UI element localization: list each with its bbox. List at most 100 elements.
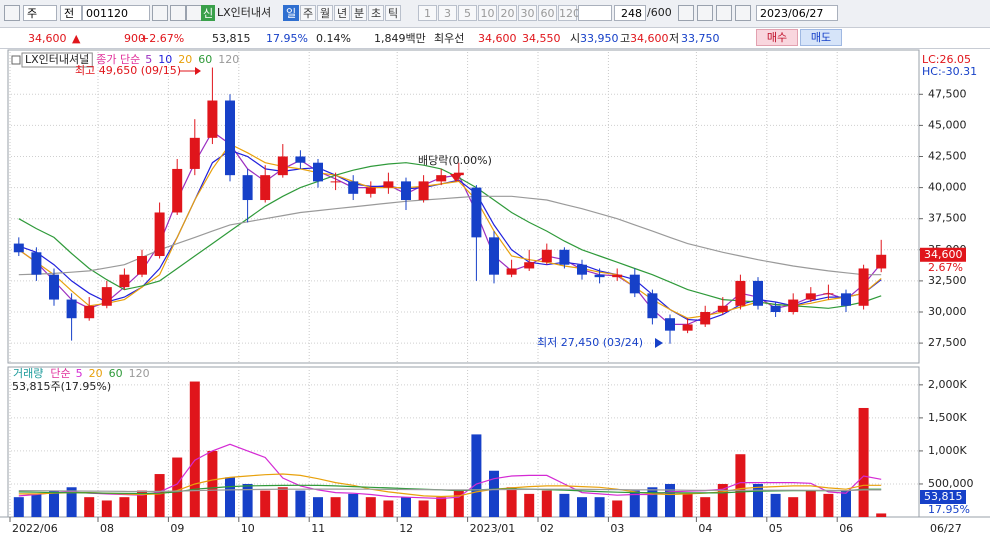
volume-bar <box>594 497 605 517</box>
candle-body <box>735 280 746 306</box>
toolbar-button[interactable]: 60 <box>538 5 557 21</box>
sell-button[interactable]: 매도 <box>800 29 842 46</box>
x-tick-label: 06 <box>839 522 853 535</box>
candle-body <box>436 175 447 182</box>
price-badge-label: 34,600 <box>924 248 963 261</box>
annotation-high: 최고 49,650 (09/15) <box>75 64 181 77</box>
scope-select[interactable]: 전 <box>60 5 82 21</box>
candle-body <box>841 293 851 306</box>
open-label: 시 <box>570 32 581 45</box>
bid: 34,550 <box>522 32 561 45</box>
x-tick-label: 04 <box>698 522 712 535</box>
market-select[interactable]: 주 <box>23 5 57 21</box>
toolbar-button[interactable]: 20 <box>498 5 517 21</box>
legend-entry: 120 <box>129 367 150 380</box>
volume-bar <box>647 487 658 517</box>
volume-bar <box>682 493 693 517</box>
candle-body <box>665 318 675 331</box>
candle-body <box>313 162 323 182</box>
legend-entry: 60 <box>198 53 212 66</box>
code-input[interactable]: 001120 <box>82 5 150 21</box>
toolbar-button[interactable]: 10 <box>478 5 497 21</box>
search-icon[interactable] <box>152 5 168 21</box>
high-label: 고 <box>620 32 631 45</box>
annotation-dividend: 배당락(0.00%) <box>418 154 492 167</box>
legend-title: LX인터내셔널 <box>25 53 89 66</box>
toolbar-button[interactable]: 1 <box>418 5 437 21</box>
sound-icon[interactable] <box>170 5 186 21</box>
tool-icon[interactable] <box>678 5 694 21</box>
volume-bar <box>119 497 130 517</box>
toolbar-button[interactable]: 년 <box>334 5 350 21</box>
x-tick-label: 02 <box>540 522 554 535</box>
candle-body <box>594 274 605 278</box>
toolbar-button[interactable]: 5 <box>458 5 477 21</box>
volume-bar <box>471 434 482 517</box>
volume-bar <box>788 497 799 517</box>
toolbar-button[interactable]: 120 <box>558 5 580 21</box>
volume-bar <box>841 490 851 517</box>
y-tick-label: 47,500 <box>928 87 967 100</box>
toolbar-button[interactable]: 월 <box>317 5 333 21</box>
candle-body <box>788 299 799 312</box>
legend-entry: 20 <box>89 367 103 380</box>
candle-body <box>489 237 499 275</box>
legend-prefix: 단순 <box>50 367 70 380</box>
volume-bar <box>189 381 200 517</box>
count-select[interactable] <box>578 5 612 21</box>
legend-icon <box>11 55 21 65</box>
candle-body <box>31 252 42 275</box>
volume-bar <box>277 487 288 517</box>
candle-body <box>770 305 781 312</box>
candle-body <box>119 274 130 288</box>
y-tick-label: 1,500K <box>928 411 967 424</box>
toolbar-button[interactable]: 30 <box>518 5 537 21</box>
annotation-arrowhead <box>195 67 201 75</box>
toolbar-button[interactable]: 주 <box>300 5 316 21</box>
candle-body <box>647 293 658 319</box>
candle-body <box>101 287 112 306</box>
toolbar-button[interactable]: 분 <box>351 5 367 21</box>
volume-bar <box>805 490 816 517</box>
menu-icon[interactable] <box>4 5 20 21</box>
settings-icon[interactable] <box>735 5 751 21</box>
candle-body <box>612 274 623 278</box>
volume-bar <box>453 490 464 517</box>
annotation-low: 최저 27,450 (03/24) <box>537 336 643 349</box>
turnover: 0.14% <box>316 32 351 45</box>
volume-bar <box>401 497 411 517</box>
amount: 1,849백만 <box>374 32 426 45</box>
candle-body <box>49 274 59 300</box>
candle-body <box>242 175 253 201</box>
volume-bar <box>876 513 887 517</box>
toolbar-button[interactable]: 3 <box>438 5 457 21</box>
x-tick-label: 2022/06 <box>12 522 58 535</box>
candle-body <box>559 249 570 265</box>
tool-icon[interactable] <box>697 5 713 21</box>
stock-name: LX인터내셔 <box>217 6 272 19</box>
count-input[interactable]: 248 <box>614 5 646 21</box>
x-tick-label: 2023/01 <box>470 522 516 535</box>
legend-entry: 10 <box>158 53 172 66</box>
candle-body <box>453 172 464 176</box>
buy-button[interactable]: 매수 <box>756 29 798 46</box>
hc-label: HC:-30.31 <box>922 65 977 78</box>
candle-body <box>137 256 147 275</box>
toolbar-button[interactable]: 틱 <box>385 5 401 21</box>
candle-body <box>13 243 24 253</box>
x-end-label: 06/27 <box>930 522 962 535</box>
toolbar-button[interactable]: 일 <box>283 5 299 21</box>
save-icon[interactable] <box>716 5 732 21</box>
legend-entry: 5 <box>145 53 152 66</box>
toolbar-button[interactable]: 초 <box>368 5 384 21</box>
volume-bar <box>348 493 359 517</box>
date-input[interactable]: 2023/06/27 <box>756 5 838 21</box>
y-tick-label: 30,000 <box>928 305 967 318</box>
legend-box <box>21 52 93 68</box>
high: 34,600 <box>630 32 669 45</box>
volume-bar <box>172 457 183 517</box>
volume-bar <box>717 483 728 517</box>
candle-body <box>876 254 887 269</box>
quote-bar: 34,600 ▲ 900 +2.67% 53,815 17.95% 0.14% … <box>0 28 990 49</box>
